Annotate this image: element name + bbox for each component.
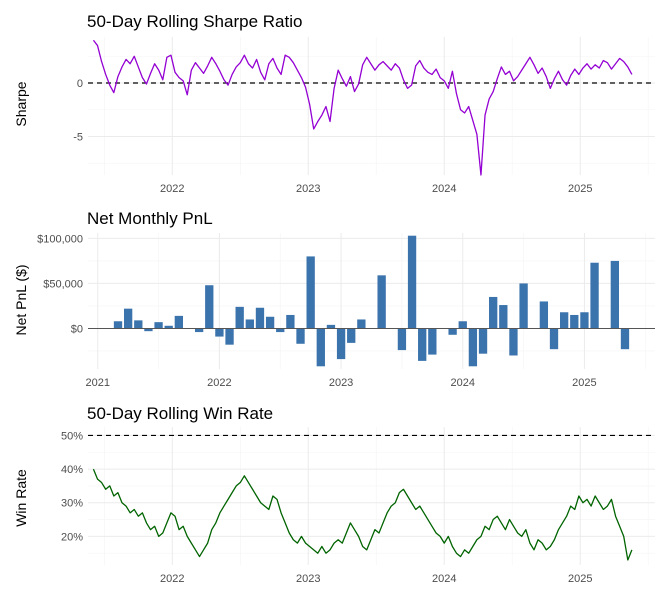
x-tick-label: 2021 xyxy=(85,377,109,389)
sharpe-y-axis-label: Sharpe xyxy=(13,81,29,126)
pnl-bar xyxy=(276,328,285,333)
pnl-bar xyxy=(144,328,153,332)
pnl-bar xyxy=(306,256,315,329)
pnl-bar xyxy=(458,321,467,329)
pnl-bar xyxy=(357,319,366,329)
x-tick-label: 2025 xyxy=(568,573,592,585)
winrate-line xyxy=(92,468,633,561)
pnl-chart-title: Net Monthly PnL xyxy=(87,209,213,228)
pnl-bar xyxy=(336,328,346,360)
y-tick-label: 30% xyxy=(61,498,83,510)
pnl-bar xyxy=(478,328,488,354)
pnl-bar xyxy=(407,235,417,329)
winrate-y-axis-label: Win Rate xyxy=(13,469,29,527)
y-tick-label: 50% xyxy=(61,430,83,442)
winrate-chart-title: 50-Day Rolling Win Rate xyxy=(87,404,273,423)
x-tick-label: 2023 xyxy=(296,183,320,195)
pnl-bar xyxy=(397,328,407,351)
pnl-bar xyxy=(123,308,133,329)
pnl-bar xyxy=(539,301,549,329)
x-tick-label: 2023 xyxy=(329,377,353,389)
pnl-y-ticks: $0 $50,000 $100,000 xyxy=(37,233,83,335)
x-tick-label: 2025 xyxy=(572,377,596,389)
y-tick-label: 20% xyxy=(61,531,83,543)
pnl-bar xyxy=(519,283,528,329)
x-tick-label: 2024 xyxy=(451,377,475,389)
y-tick-label: -5 xyxy=(73,131,83,143)
pnl-bar xyxy=(154,322,163,329)
pnl-bar xyxy=(499,305,508,329)
pnl-bar xyxy=(205,285,214,329)
pnl-x-ticks: 2021 2022 2023 2024 2025 xyxy=(85,377,596,389)
x-tick-label: 2024 xyxy=(432,183,456,195)
pnl-bars xyxy=(113,235,630,367)
pnl-bar xyxy=(559,312,569,329)
pnl-bar xyxy=(255,307,265,329)
y-tick-label: $0 xyxy=(71,323,83,335)
y-tick-label: 0 xyxy=(77,78,83,90)
pnl-bar xyxy=(428,328,437,355)
pnl-bar xyxy=(134,320,143,329)
pnl-panel: Net Monthly PnL Net PnL ($) $0 $50,000 $10… xyxy=(13,209,655,389)
pnl-bar xyxy=(509,328,518,356)
pnl-bar xyxy=(377,275,386,329)
pnl-bar xyxy=(326,324,336,329)
pnl-bar xyxy=(164,325,173,329)
pnl-bar xyxy=(468,328,478,367)
pnl-bar xyxy=(620,328,630,350)
x-tick-label: 2022 xyxy=(160,183,184,195)
winrate-series xyxy=(92,468,633,561)
sharpe-x-ticks: 2022 2023 2024 2025 xyxy=(160,183,592,195)
sharpe-chart-title: 50-Day Rolling Sharpe Ratio xyxy=(87,12,302,31)
pnl-grid xyxy=(88,233,655,369)
pnl-bar xyxy=(113,321,123,329)
pnl-bar xyxy=(174,315,184,329)
x-tick-label: 2023 xyxy=(296,573,320,585)
pnl-bar xyxy=(245,319,254,329)
winrate-y-ticks: 20% 30% 40% 50% xyxy=(61,430,83,543)
pnl-bar xyxy=(265,316,275,329)
pnl-bar xyxy=(610,260,620,329)
pnl-bar xyxy=(418,328,427,361)
y-tick-label: $50,000 xyxy=(43,278,83,290)
sharpe-line xyxy=(92,39,633,176)
pnl-bar xyxy=(580,312,589,329)
winrate-grid xyxy=(88,427,655,565)
sharpe-grid xyxy=(88,37,655,175)
x-tick-label: 2025 xyxy=(568,183,592,195)
pnl-bar xyxy=(316,328,325,367)
y-tick-label: $100,000 xyxy=(37,233,83,245)
pnl-bar xyxy=(225,328,234,345)
pnl-bar xyxy=(194,328,204,333)
pnl-bar xyxy=(286,314,295,329)
y-tick-label: 40% xyxy=(61,464,83,476)
sharpe-series xyxy=(92,39,633,176)
pnl-bar xyxy=(215,328,224,337)
pnl-bar xyxy=(549,328,559,350)
sharpe-panel: 50-Day Rolling Sharpe Ratio Sharpe -5 0 2… xyxy=(13,12,655,195)
pnl-bar xyxy=(235,306,244,329)
winrate-x-ticks: 2022 2023 2024 2025 xyxy=(160,573,592,585)
pnl-bar xyxy=(448,328,457,335)
x-tick-label: 2024 xyxy=(432,573,456,585)
winrate-panel: 50-Day Rolling Win Rate Win Rate 20% 30% 4… xyxy=(13,404,655,585)
x-tick-label: 2022 xyxy=(207,377,231,389)
pnl-bar xyxy=(590,262,599,329)
pnl-bar xyxy=(489,296,498,329)
sharpe-y-ticks: -5 0 xyxy=(73,78,83,143)
pnl-bar xyxy=(296,328,305,344)
x-tick-label: 2022 xyxy=(160,573,184,585)
pnl-bar xyxy=(570,314,579,329)
pnl-bar xyxy=(347,328,356,343)
pnl-y-axis-label: Net PnL ($) xyxy=(13,264,29,335)
